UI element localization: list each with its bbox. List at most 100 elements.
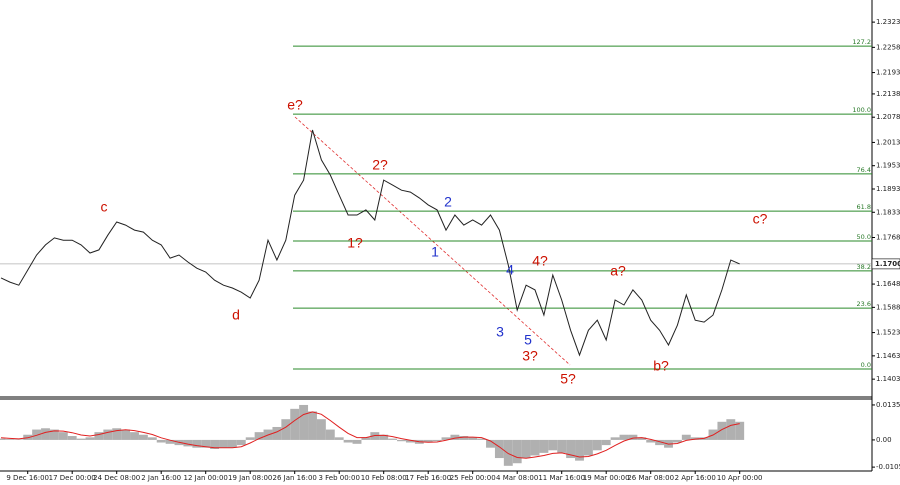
x-tick-label: 12 Jan 00:00 <box>184 474 228 482</box>
y-tick-label: 1.1648 <box>876 280 900 288</box>
histogram-bar <box>272 426 282 440</box>
histogram-bar <box>281 419 291 440</box>
histogram-bar <box>14 439 24 440</box>
histogram-bar <box>379 434 389 440</box>
y-tick-label: 1.1893 <box>876 185 900 193</box>
y-tick-label: 1.2323 <box>876 18 900 26</box>
fib-label: 100.0 <box>852 106 871 114</box>
fib-label: 50.0 <box>857 233 871 241</box>
y-tick-label: 1.2258 <box>876 43 900 51</box>
y-tick-label: 1.2193 <box>876 69 900 77</box>
histogram-bar <box>512 439 522 464</box>
histogram-bar <box>156 439 166 443</box>
wave-label: 2 <box>444 194 452 210</box>
histogram-bar <box>601 439 611 446</box>
histogram-bar <box>299 404 309 440</box>
histogram-bar <box>575 439 584 461</box>
y-tick-label: 1.1523 <box>876 329 900 337</box>
fib-label: 76.4 <box>857 166 871 174</box>
x-tick-label: 4 Mar 08:00 <box>496 474 538 482</box>
wave-label: a? <box>610 263 626 279</box>
histogram-bar <box>486 439 495 448</box>
x-tick-label: 3 Feb 00:00 <box>318 474 359 482</box>
wave-label: 5? <box>560 371 576 387</box>
histogram-bar <box>245 437 255 440</box>
histogram-bar <box>735 421 745 440</box>
x-tick-label: 19 Jan 08:00 <box>228 474 272 482</box>
histogram-bar <box>94 432 104 440</box>
histogram-bar <box>388 438 398 440</box>
wave-label: 2? <box>372 157 388 173</box>
fib-label: 61.8 <box>857 203 871 211</box>
wave-label: b? <box>653 358 669 374</box>
histogram-bar <box>201 439 211 448</box>
x-tick-label: 24 Dec 08:00 <box>93 474 140 482</box>
histogram-bar <box>619 434 629 440</box>
histogram-bar <box>672 439 682 443</box>
wave-label: 1 <box>431 244 439 260</box>
histogram-bar <box>726 419 736 440</box>
x-tick-label: 17 Dec 00:00 <box>49 474 96 482</box>
wave-label: c <box>101 199 108 215</box>
histogram-bar <box>343 439 353 443</box>
histogram-bar <box>557 439 567 453</box>
histogram-bar <box>397 439 406 442</box>
wave-label: c? <box>753 211 768 227</box>
histogram-bar <box>681 434 691 440</box>
histogram-bar <box>227 439 237 448</box>
histogram-bar <box>325 429 335 440</box>
x-tick-label: 10 Apr 00:00 <box>717 474 763 482</box>
histogram-bar <box>130 432 139 440</box>
histogram-bar <box>236 439 246 446</box>
histogram-bar <box>183 439 193 447</box>
histogram-bar <box>521 439 531 459</box>
histogram-bar <box>646 439 656 443</box>
wave-label: 5 <box>524 332 532 348</box>
current-price-box <box>871 258 900 270</box>
y-tick-label: 1.1953 <box>876 162 900 170</box>
y-tick-label: 0.00 <box>876 436 892 444</box>
histogram-bar <box>459 436 469 440</box>
histogram-bar <box>147 437 157 440</box>
wave-label: 1? <box>347 235 363 251</box>
x-tick-label: 10 Feb 08:00 <box>361 474 407 482</box>
x-tick-label: 11 Mar 16:00 <box>538 474 585 482</box>
histogram-bar <box>67 436 77 440</box>
histogram-bar <box>121 429 131 440</box>
x-tick-label: 2 Jan 16:00 <box>141 474 181 482</box>
wave-label: e? <box>287 97 303 113</box>
x-tick-label: 2 Apr 16:00 <box>675 474 716 482</box>
histogram-bar <box>477 438 487 440</box>
histogram-bar <box>468 437 478 440</box>
histogram-bar <box>138 434 148 440</box>
histogram-bar <box>628 434 638 440</box>
x-tick-label: 17 Feb 16:00 <box>405 474 451 482</box>
histogram-bar <box>432 439 442 442</box>
histogram-bar <box>76 438 86 440</box>
x-tick-label: 9 Dec 16:00 <box>6 474 49 482</box>
wave-label: d <box>232 307 240 323</box>
histogram-bar <box>405 439 415 443</box>
x-tick-label: 26 Jan 16:00 <box>273 474 317 482</box>
histogram-bar <box>85 437 95 440</box>
histogram-bar <box>219 439 228 448</box>
histogram-bar <box>32 429 42 440</box>
histogram-bar <box>308 411 317 440</box>
histogram-bar <box>655 439 665 446</box>
histogram-bar <box>637 437 647 440</box>
histogram-bar <box>334 437 344 440</box>
histogram-bar <box>5 439 15 440</box>
histogram-bar <box>539 439 549 453</box>
x-tick-label: 26 Mar 08:00 <box>627 474 674 482</box>
histogram-bar <box>165 439 175 444</box>
y-tick-label: 0.0135 <box>876 401 900 409</box>
price-line <box>0 129 740 357</box>
histogram-bar <box>503 439 513 466</box>
histogram-bar <box>254 432 264 440</box>
wave-label: 3? <box>522 348 538 364</box>
histogram-bar <box>423 439 433 443</box>
fib-label: 127.2 <box>852 38 871 46</box>
y-tick-label: 1.1768 <box>876 234 900 242</box>
x-tick-label: 25 Feb 00:00 <box>450 474 496 482</box>
